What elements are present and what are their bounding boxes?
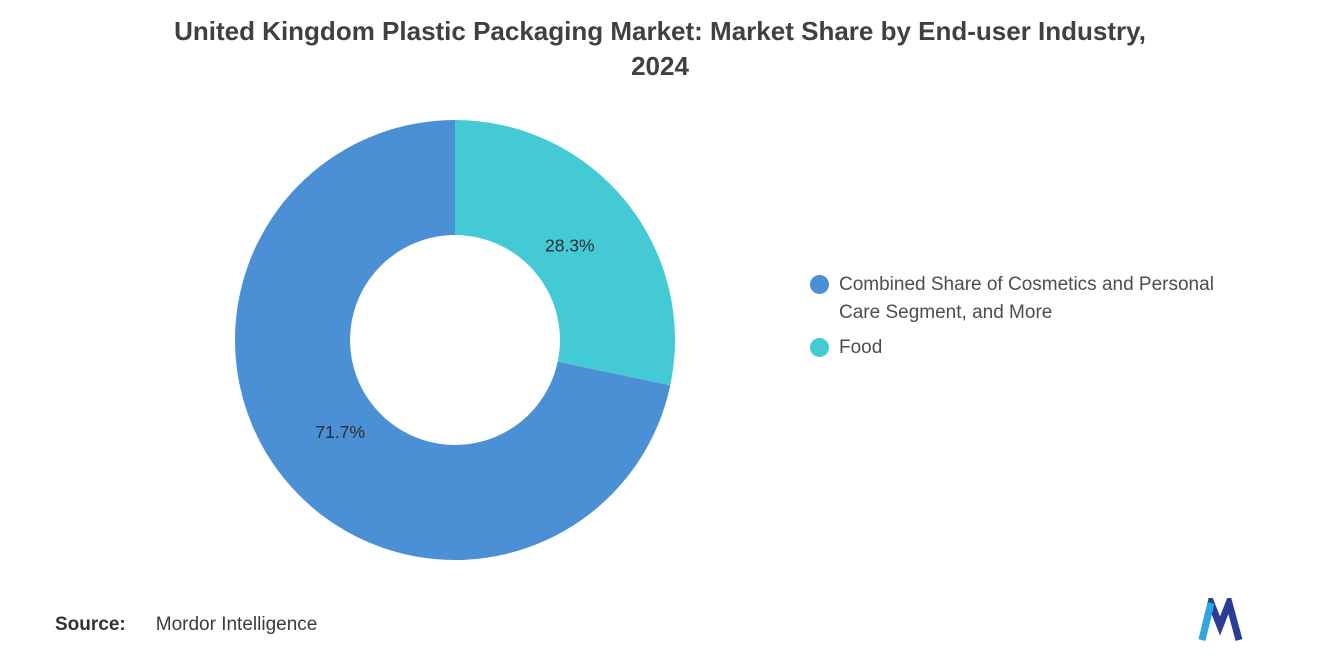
chart-title-line2: 2024	[631, 51, 689, 82]
donut-chart: 71.7% 28.3%	[235, 120, 675, 560]
slice-label-1: 28.3%	[545, 235, 595, 255]
slice-label-0: 71.7%	[315, 422, 365, 442]
legend-label-cosmetics: Combined Share of Cosmetics and Personal…	[839, 274, 1214, 323]
chart-title-line1: United Kingdom Plastic Packaging Market:…	[174, 16, 1146, 46]
legend-marker-food-icon	[810, 338, 829, 358]
legend-marker-cosmetics-icon	[810, 275, 829, 294]
source-value: Mordor Intelligence	[155, 614, 318, 635]
mordor-intelligence-logo	[1198, 598, 1243, 641]
donut-chart-area: 71.7% 28.3%	[235, 120, 675, 560]
legend-label-food: Food	[839, 337, 883, 359]
mordor-logo-light-stroke	[1198, 602, 1215, 641]
legend-item-cosmetics[interactable]: Combined Share of Cosmetics and Personal…	[810, 271, 1249, 326]
chart-title: United Kingdom Plastic Packaging Market:…	[0, 14, 1320, 84]
source-line: Source: Mordor Intelligence	[55, 614, 317, 636]
legend: Combined Share of Cosmetics and Personal…	[810, 271, 1249, 362]
donut-slice-1[interactable]	[455, 120, 675, 386]
donut-slice-0[interactable]	[235, 120, 671, 560]
legend-item-food[interactable]: Food	[810, 334, 1249, 362]
source-label: Source:	[55, 614, 126, 635]
